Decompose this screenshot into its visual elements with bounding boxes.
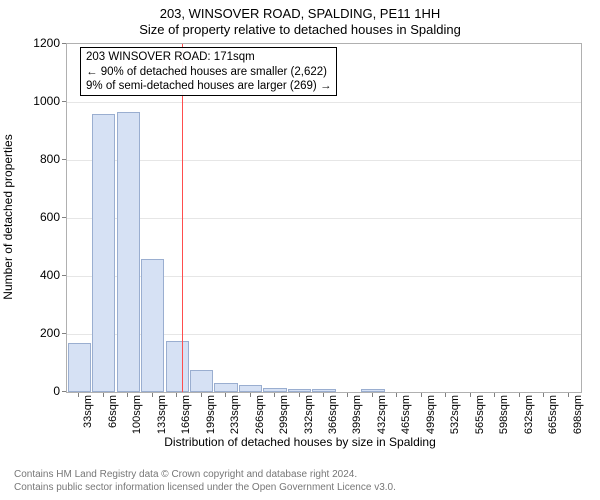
chart-title-main: 203, WINSOVER ROAD, SPALDING, PE11 1HH: [0, 0, 600, 22]
x-tick-mark: [396, 393, 397, 397]
y-tick-label: 800: [10, 152, 60, 166]
histogram-bar: [166, 341, 189, 392]
x-tick-mark: [568, 393, 569, 397]
x-tick-mark: [347, 393, 348, 397]
x-tick-label: 698sqm: [572, 395, 584, 434]
x-tick-label: 332sqm: [303, 395, 315, 434]
y-tick-mark: [62, 43, 66, 44]
x-tick-mark: [176, 393, 177, 397]
x-tick-label: 465sqm: [400, 395, 412, 434]
x-tick-label: 100sqm: [131, 395, 143, 434]
x-tick-mark: [274, 393, 275, 397]
histogram-bar: [361, 389, 384, 392]
y-tick-mark: [62, 391, 66, 392]
y-tick-label: 0: [10, 384, 60, 398]
x-tick-label: 166sqm: [180, 395, 192, 434]
x-tick-mark: [201, 393, 202, 397]
y-tick-mark: [62, 101, 66, 102]
x-tick-mark: [323, 393, 324, 397]
x-tick-mark: [78, 393, 79, 397]
histogram-bar: [117, 112, 140, 392]
chart-container: Number of detached properties Distributi…: [0, 37, 600, 437]
histogram-bar: [214, 383, 237, 392]
grid-line: [67, 102, 581, 103]
x-tick-mark: [299, 393, 300, 397]
y-tick-mark: [62, 333, 66, 334]
grid-line: [67, 218, 581, 219]
x-tick-mark: [421, 393, 422, 397]
histogram-bar: [68, 343, 91, 392]
x-tick-mark: [543, 393, 544, 397]
annotation-line-2: ← 90% of detached houses are smaller (2,…: [86, 65, 331, 79]
histogram-bar: [92, 114, 115, 392]
x-tick-mark: [127, 393, 128, 397]
y-tick-label: 200: [10, 326, 60, 340]
attribution-line-2: Contains public sector information licen…: [14, 482, 396, 495]
chart-title-sub: Size of property relative to detached ho…: [0, 22, 600, 38]
x-tick-label: 299sqm: [278, 395, 290, 434]
x-tick-mark: [494, 393, 495, 397]
y-tick-label: 400: [10, 268, 60, 282]
annotation-line-1: 203 WINSOVER ROAD: 171sqm: [86, 50, 331, 64]
x-tick-mark: [225, 393, 226, 397]
x-tick-label: 33sqm: [82, 395, 94, 428]
annotation-box: 203 WINSOVER ROAD: 171sqm← 90% of detach…: [80, 47, 337, 96]
y-tick-label: 1200: [10, 36, 60, 50]
y-tick-mark: [62, 217, 66, 218]
x-tick-mark: [470, 393, 471, 397]
x-tick-label: 632sqm: [523, 395, 535, 434]
grid-line: [67, 160, 581, 161]
x-axis-label: Distribution of detached houses by size …: [0, 435, 600, 449]
x-tick-label: 499sqm: [425, 395, 437, 434]
x-tick-label: 598sqm: [498, 395, 510, 434]
x-tick-mark: [519, 393, 520, 397]
y-tick-mark: [62, 275, 66, 276]
x-tick-mark: [372, 393, 373, 397]
x-tick-mark: [445, 393, 446, 397]
y-tick-label: 600: [10, 210, 60, 224]
x-tick-label: 432sqm: [376, 395, 388, 434]
reference-line: [182, 44, 183, 392]
x-tick-label: 366sqm: [327, 395, 339, 434]
x-tick-label: 665sqm: [547, 395, 559, 434]
x-tick-mark: [250, 393, 251, 397]
y-tick-label: 1000: [10, 94, 60, 108]
histogram-bar: [239, 385, 262, 392]
histogram-bar: [312, 389, 335, 392]
x-tick-label: 266sqm: [254, 395, 266, 434]
x-tick-label: 399sqm: [351, 395, 363, 434]
histogram-bar: [263, 388, 286, 392]
y-tick-mark: [62, 159, 66, 160]
attribution-text: Contains HM Land Registry data © Crown c…: [14, 469, 396, 494]
x-tick-label: 532sqm: [449, 395, 461, 434]
x-tick-label: 133sqm: [156, 395, 168, 434]
x-tick-label: 565sqm: [474, 395, 486, 434]
histogram-bar: [190, 370, 213, 392]
histogram-bar: [141, 259, 164, 392]
x-tick-label: 199sqm: [205, 395, 217, 434]
attribution-line-1: Contains HM Land Registry data © Crown c…: [14, 469, 396, 482]
x-tick-mark: [103, 393, 104, 397]
histogram-bar: [288, 389, 311, 392]
x-tick-label: 233sqm: [229, 395, 241, 434]
x-tick-mark: [152, 393, 153, 397]
x-tick-label: 66sqm: [107, 395, 119, 428]
annotation-line-3: 9% of semi-detached houses are larger (2…: [86, 79, 331, 93]
